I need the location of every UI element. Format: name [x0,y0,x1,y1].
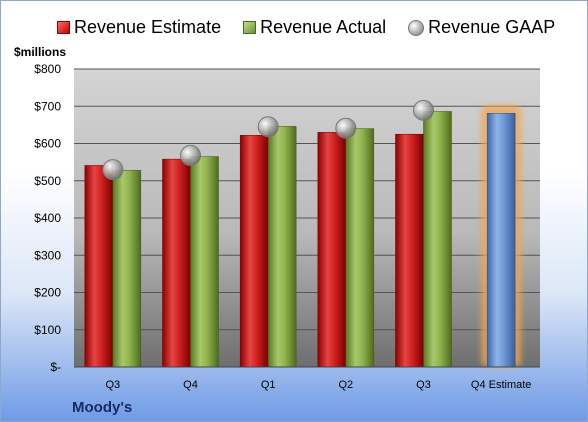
bar-q4-estimate [486,113,516,368]
legend-item-gaap: Revenue GAAP [408,17,555,38]
bar-revenue-estimate [395,133,424,368]
y-tick-label: $700 [34,99,61,113]
bar-revenue-estimate [317,132,347,368]
legend-label-gaap: Revenue GAAP [428,17,556,37]
x-tick-label: Q3 [416,379,431,391]
y-tick-label: $300 [34,248,61,262]
marker-revenue-gaap [102,159,124,181]
marker-revenue-gaap [180,144,201,166]
marker-revenue-gaap [335,117,357,139]
x-tick-label: Q4 Estimate [471,379,532,391]
legend-label-actual: Revenue Actual [260,17,387,37]
bar-revenue-estimate [239,135,269,368]
legend-swatch-gaap [408,19,425,36]
y-tick-label: $- [50,360,61,374]
y-tick-label: $600 [34,137,61,151]
x-tick-label: Q3 [105,379,120,391]
legend-swatch-estimate [57,21,70,34]
company-name: Moody's [72,399,133,416]
x-tick-label: Q4 [183,379,198,391]
bar-revenue-estimate [84,165,114,368]
bar-revenue-actual [345,128,375,368]
y-tick-label: $400 [34,211,61,225]
y-tick-label: $100 [34,323,61,337]
legend-swatch-actual [243,21,257,34]
y-tick-label: $500 [34,174,61,188]
bar-revenue-actual [190,156,219,368]
chart-legend: Revenue Estimate Revenue Actual Revenue … [57,17,555,38]
bar-revenue-estimate [162,158,191,368]
legend-item-actual: Revenue Actual [243,17,386,38]
legend-label-estimate: Revenue Estimate [74,17,222,37]
x-tick-label: Q2 [338,379,353,391]
y-axis-unit-label: $millions [14,45,67,59]
bar-revenue-actual [423,111,452,368]
marker-revenue-gaap [413,99,434,121]
y-tick-label: $800 [34,62,61,76]
bar-revenue-actual [112,170,142,368]
marker-revenue-gaap [257,116,279,138]
x-tick-label: Q1 [261,379,276,391]
legend-item-estimate: Revenue Estimate [57,17,221,38]
bar-revenue-actual [267,126,297,368]
y-tick-label: $200 [34,286,61,300]
